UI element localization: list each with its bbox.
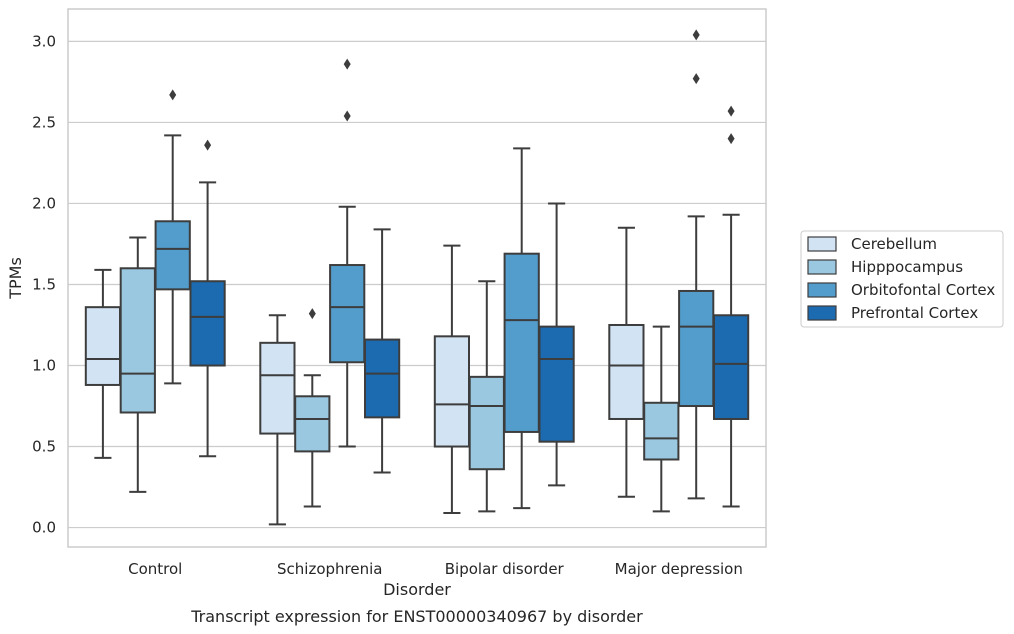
- y-tick-label: 0.0: [32, 519, 56, 537]
- outlier-point: [343, 58, 351, 70]
- outlier-point: [692, 73, 700, 85]
- x-tick-label: Major depression: [615, 560, 743, 578]
- box-iqr: [712, 314, 750, 420]
- box: [678, 29, 715, 500]
- box-iqr: [503, 252, 540, 433]
- legend-swatch: [807, 282, 837, 298]
- box-iqr: [154, 220, 191, 291]
- legend-label: Hipppocampus: [851, 258, 963, 276]
- legend-label: Cerebellum: [851, 235, 937, 253]
- box: [329, 58, 366, 448]
- y-tick-label: 2.5: [32, 113, 56, 131]
- box: [154, 89, 191, 385]
- box-iqr: [608, 323, 645, 420]
- chart-caption: Transcript expression for ENST0000034096…: [190, 607, 643, 626]
- box-iqr: [329, 264, 366, 364]
- box: [608, 226, 645, 498]
- outlier-point: [169, 89, 177, 101]
- legend-swatch: [807, 259, 837, 275]
- outlier-point: [727, 105, 735, 117]
- box-iqr: [468, 375, 505, 471]
- box-iqr: [84, 306, 122, 386]
- legend-label: Orbitofontal Cortex: [851, 281, 995, 299]
- box-group: [433, 147, 575, 514]
- y-tick-label: 1.5: [32, 275, 56, 293]
- box-group: [84, 89, 226, 493]
- box-iqr: [678, 289, 715, 408]
- box-iqr: [259, 341, 296, 435]
- y-tick-label: 1.0: [32, 357, 56, 375]
- legend-item: Hipppocampus: [807, 258, 963, 276]
- plot-frame: [67, 8, 767, 548]
- box: [643, 325, 680, 513]
- box: [119, 236, 156, 493]
- outlier-point: [343, 110, 351, 122]
- legend-swatch: [807, 305, 837, 321]
- outlier-point: [727, 133, 735, 145]
- x-axis-label: Disorder: [383, 580, 451, 599]
- legend-frame: [800, 230, 1004, 328]
- box-iqr: [538, 325, 575, 443]
- x-axis-ticks: Control Schizophrenia Bipolar disorder Majo…: [128, 560, 743, 578]
- box-iqr: [363, 338, 401, 419]
- legend-label: Prefrontal Cortex: [851, 304, 978, 322]
- y-tick-label: 0.5: [32, 438, 56, 456]
- outlier-point: [308, 308, 316, 320]
- outlier-point: [204, 139, 212, 151]
- box-group: [608, 29, 750, 513]
- box-iqr: [643, 401, 680, 461]
- box-iqr: [294, 395, 331, 453]
- y-axis-ticks: 0.0 0.5 1.0 1.5 2.0 2.5 3.0: [32, 32, 56, 536]
- box: [468, 280, 505, 513]
- box-groups: [84, 29, 750, 526]
- legend-item: Orbitofontal Cortex: [807, 281, 995, 299]
- box-iqr: [189, 280, 226, 367]
- box: [189, 139, 226, 458]
- box: [712, 105, 750, 508]
- outlier-point: [692, 29, 700, 41]
- legend: Cerebellum Hipppocampus Orbitofontal Corte…: [800, 230, 1004, 328]
- box-group: [259, 58, 401, 526]
- box-iqr: [433, 335, 471, 448]
- box: [259, 314, 296, 526]
- box: [294, 308, 331, 508]
- y-tick-label: 3.0: [32, 32, 56, 50]
- y-tick-label: 2.0: [32, 194, 56, 212]
- box: [363, 228, 401, 474]
- x-tick-label: Control: [128, 560, 182, 578]
- legend-item: Cerebellum: [807, 235, 937, 253]
- y-axis-label: TPMs: [6, 257, 25, 300]
- legend-item: Prefrontal Cortex: [807, 304, 978, 322]
- x-tick-label: Schizophrenia: [277, 560, 382, 578]
- box: [538, 202, 575, 487]
- box-iqr: [119, 267, 156, 414]
- x-tick-label: Bipolar disorder: [445, 560, 565, 578]
- legend-swatch: [807, 236, 837, 252]
